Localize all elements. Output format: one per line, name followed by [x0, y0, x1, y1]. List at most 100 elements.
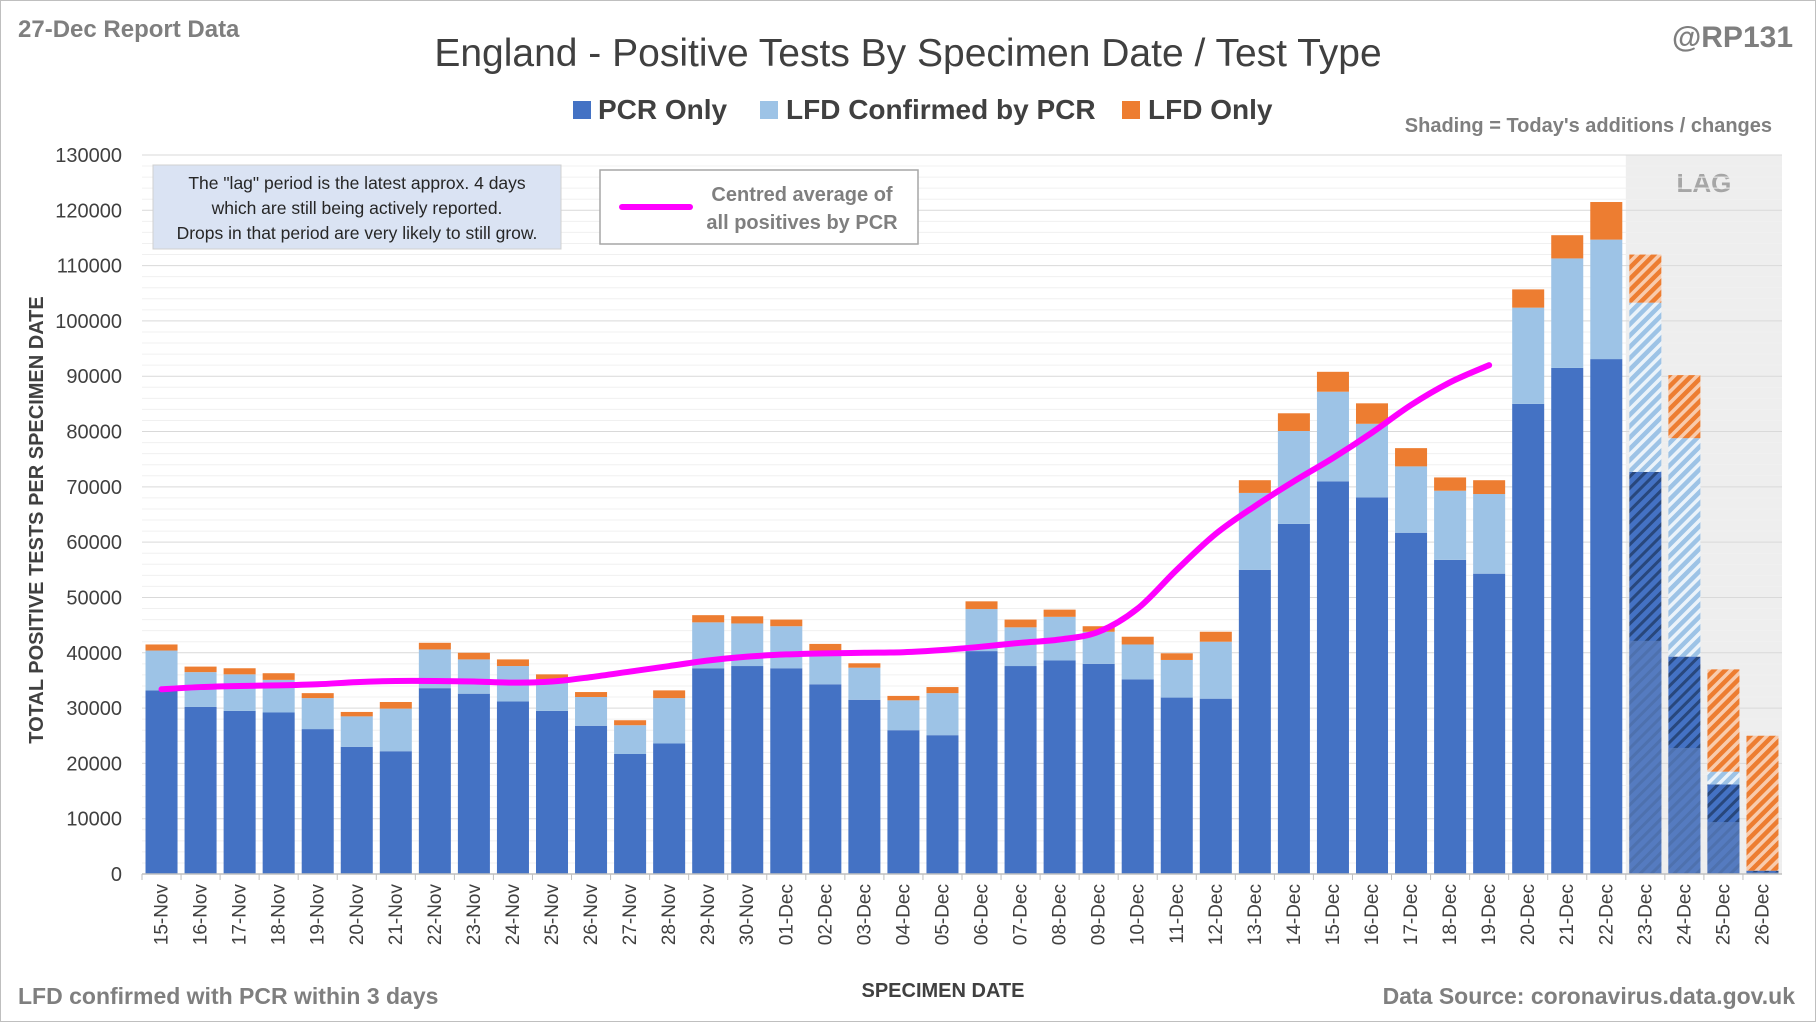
bar-pcr-prior	[1707, 822, 1740, 874]
bar-lfd-confirmed	[1121, 644, 1154, 680]
x-tick-label: 09-Dec	[1089, 884, 1110, 945]
bar-pcr-only	[653, 743, 686, 874]
bar-pcr-only	[770, 668, 803, 874]
bar-lfd-only	[1629, 254, 1662, 303]
bar-pcr-only	[1316, 481, 1349, 874]
y-axis-title: TOTAL POSITIVE TESTS PER SPECIMEN DATE	[26, 296, 48, 743]
y-tick-label: 130000	[55, 145, 122, 167]
bar-lfd-only	[692, 615, 725, 623]
x-tick-label: 20-Dec	[1518, 884, 1539, 945]
x-tick-label: 26-Dec	[1752, 884, 1773, 945]
bar-pcr-only	[1043, 660, 1076, 874]
bar-lfd-only	[1199, 631, 1232, 642]
note-line: Centred average of	[711, 184, 893, 206]
bar-lfd-only	[1707, 669, 1740, 772]
note-line: The "lag" period is the latest approx. 4…	[188, 173, 526, 193]
x-tick-label: 21-Dec	[1557, 884, 1578, 945]
x-tick-label: 15-Dec	[1323, 884, 1344, 945]
bar-lfd-only	[770, 619, 803, 627]
bar-lfd-confirmed	[1199, 641, 1232, 699]
lag-note-box: The "lag" period is the latest approx. 4…	[152, 164, 562, 250]
x-tick-label: 30-Nov	[737, 884, 758, 946]
bar-lfd-only	[418, 642, 451, 650]
bar-lfd-only	[809, 643, 842, 651]
bar-pcr-only	[1160, 697, 1193, 874]
y-tick-label: 50000	[66, 587, 122, 609]
x-tick-label: 02-Dec	[815, 884, 836, 945]
bar-pcr-only	[1551, 367, 1584, 874]
bar-lfd-only	[965, 601, 998, 610]
bar-lfd-only	[1277, 413, 1310, 431]
x-tick-label: 23-Dec	[1635, 884, 1656, 945]
bar-lfd-only	[1551, 235, 1584, 259]
data-source: Data Source: coronavirus.data.gov.uk	[1383, 983, 1796, 1009]
report-label: 27-Dec Report Data	[18, 16, 240, 43]
bar-pcr-only	[1434, 559, 1467, 874]
bar-pcr-only	[184, 706, 217, 874]
bar-lfd-only	[1668, 375, 1701, 439]
bar-pcr-only	[418, 688, 451, 874]
legend: PCR Only LFD Confirmed by PCR LFD Only	[573, 94, 1273, 125]
y-tick-label: 90000	[66, 366, 122, 388]
bar-lfd-confirmed	[1473, 494, 1506, 574]
bar-lfd-confirmed	[145, 650, 178, 691]
bar-lfd-confirmed	[1395, 466, 1428, 533]
bar-lfd-only	[184, 666, 217, 673]
y-tick-label: 10000	[66, 809, 122, 831]
x-tick-label: 28-Nov	[659, 884, 680, 946]
bar-lfd-only	[262, 673, 295, 680]
legend-swatch-pcr-only	[573, 101, 591, 119]
bar-lfd-only	[1355, 403, 1389, 424]
x-tick-label: 14-Dec	[1284, 884, 1305, 945]
x-tick-label: 22-Dec	[1596, 884, 1617, 945]
bar-lfd-confirmed	[379, 708, 412, 752]
x-tick-label: 18-Nov	[269, 884, 290, 946]
note-line: Drops in that period are very likely to …	[177, 223, 538, 243]
bar-pcr-prior	[1668, 747, 1701, 874]
bar-lfd-only	[848, 663, 881, 668]
legend-label-lfd-only: LFD Only	[1148, 94, 1273, 125]
bar-lfd-only	[1316, 371, 1349, 392]
bar-pcr-only	[145, 690, 178, 874]
bar-pcr-only	[1277, 523, 1310, 874]
bar-pcr-only	[1590, 359, 1623, 874]
lag-label: LAG	[1676, 168, 1731, 198]
bar-lfd-only	[1473, 480, 1506, 495]
bar-lfd-confirmed	[887, 700, 920, 731]
bar-pcr-only	[614, 753, 647, 874]
bar-lfd-confirmed	[653, 698, 686, 744]
x-tick-label: 15-Nov	[152, 884, 173, 946]
x-tick-label: 29-Nov	[698, 884, 719, 946]
y-tick-label: 110000	[57, 256, 122, 278]
bar-lfd-confirmed	[457, 659, 490, 694]
bar-lfd-confirmed	[614, 725, 647, 754]
y-tick-label: 20000	[66, 753, 122, 775]
bar-lfd-confirmed	[340, 716, 373, 747]
bar-lfd-confirmed	[1707, 771, 1740, 785]
legend-swatch-lfd-confirmed	[760, 101, 778, 119]
bar-pcr-only	[1512, 403, 1545, 874]
bar-lfd-confirmed	[926, 693, 959, 736]
centred-average-line	[158, 362, 1493, 693]
bar-lfd-only	[457, 652, 490, 660]
bar-pcr-only	[262, 712, 295, 874]
bar-pcr-only	[1004, 666, 1037, 874]
bar-lfd-only	[1160, 653, 1193, 660]
bar-lfd-confirmed	[848, 667, 881, 700]
bar-pcr-only	[1473, 573, 1506, 874]
bar-pcr-only	[575, 725, 608, 874]
bar-lfd-only	[1395, 448, 1428, 467]
bar-pcr-only	[887, 730, 920, 874]
x-tick-label: 24-Dec	[1674, 884, 1695, 945]
y-tick-label: 100000	[55, 311, 122, 333]
x-tick-label: 16-Dec	[1362, 884, 1383, 945]
bar-pcr-only	[692, 668, 725, 874]
bar-lfd-only	[1746, 735, 1779, 871]
x-axis-title: SPECIMEN DATE	[862, 980, 1025, 1002]
x-tick-label: 19-Nov	[308, 884, 329, 946]
x-tick-label: 24-Nov	[503, 884, 524, 946]
bar-lfd-only	[1004, 619, 1037, 628]
x-tick-label: 05-Dec	[932, 884, 953, 945]
